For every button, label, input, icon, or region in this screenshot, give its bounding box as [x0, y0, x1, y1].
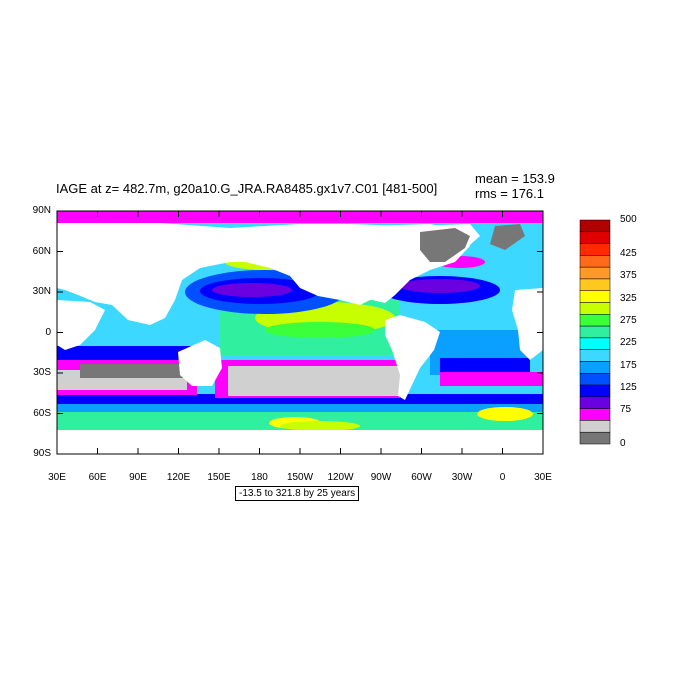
colorbar-swatch — [579, 373, 611, 386]
eq-pacific-bright-green — [265, 322, 375, 338]
colorbar-label: 425 — [620, 248, 637, 259]
lon-label: 60E — [88, 472, 107, 483]
colorbar-swatch — [579, 408, 611, 421]
lat-label: 60N — [32, 245, 51, 257]
lon-label: 90E — [129, 472, 147, 483]
colorbar-swatch — [579, 396, 611, 409]
colorbar-swatch — [579, 420, 611, 433]
lon-label: 60W — [411, 472, 432, 483]
colorbar-swatch — [579, 278, 611, 291]
green-patch — [280, 421, 360, 431]
australia — [178, 340, 222, 386]
colorbar-label: 325 — [620, 293, 637, 304]
colorbar-swatch — [579, 266, 611, 280]
pacific-lightgray — [228, 366, 400, 396]
lon-label: 120E — [166, 472, 191, 483]
axis-ticks — [56, 210, 544, 455]
lat-label: 30N — [32, 286, 51, 297]
indian-darkgray — [80, 364, 190, 378]
colorbar-label: 275 — [620, 315, 637, 326]
south-america — [385, 315, 440, 400]
lon-label: 90W — [370, 472, 392, 483]
satl-blue — [440, 358, 530, 376]
rms-value: rms = 176.1 — [475, 186, 545, 201]
lon-label: 120W — [327, 472, 354, 483]
colorbar-swatch — [579, 337, 611, 350]
colorbar-label: 75 — [620, 404, 632, 415]
atlantic-yellow-patch — [477, 407, 533, 421]
lon-label: 150W — [286, 472, 314, 483]
colorbar-swatch — [579, 384, 611, 398]
lat-label: 90S — [33, 448, 51, 459]
arctic-ice — [490, 224, 525, 250]
greenland-ice — [420, 228, 470, 262]
lon-label: 0 — [499, 472, 506, 483]
africa-east — [512, 288, 543, 360]
indian-blue — [57, 346, 217, 360]
colorbar-swatch — [579, 361, 611, 374]
npac-purple — [212, 283, 292, 297]
contour-range-note: -13.5 to 321.8 by 25 years — [235, 486, 360, 501]
colorbar-swatch — [579, 314, 611, 327]
colorbar-label: 175 — [620, 360, 637, 371]
colorbar-swatch — [579, 325, 611, 339]
colorbar-label: 125 — [620, 382, 637, 393]
lat-label: 30S — [33, 367, 51, 378]
colorbar-swatch — [579, 431, 611, 445]
colorbar — [579, 219, 611, 445]
southern-sky — [57, 404, 543, 414]
colorbar-swatch — [579, 219, 611, 233]
lon-label: 30E — [48, 472, 66, 483]
lat-label: 60S — [33, 407, 51, 419]
colorbar-label: 0 — [620, 438, 626, 449]
lon-label: 180 — [251, 472, 268, 483]
plot-title: IAGE at z= 482.7m, g20a10.G_JRA.RA8485.g… — [56, 181, 438, 196]
colorbar-swatch — [579, 302, 611, 315]
colorbar-label: 500 — [620, 214, 637, 225]
lon-label: 150E — [207, 472, 231, 483]
africa — [57, 300, 105, 350]
colorbar-label: 225 — [620, 337, 637, 348]
colorbar-swatch — [579, 349, 611, 362]
colorbar-label: 375 — [620, 270, 637, 281]
eurasia-africa-west — [57, 223, 410, 325]
lon-label: 30W — [451, 472, 473, 483]
ocean-field — [57, 211, 543, 454]
colorbar-swatch — [579, 231, 611, 244]
lon-label: 30E — [534, 472, 552, 483]
colorbar-swatch — [579, 290, 611, 303]
mean-value: mean = 153.9 — [475, 171, 555, 186]
natl-purple — [400, 279, 480, 293]
lat-label: 0 — [45, 326, 51, 338]
lat-label: 90N — [32, 205, 51, 216]
colorbar-swatch — [579, 243, 611, 256]
satl-magenta — [440, 372, 543, 386]
colorbar-swatch — [579, 255, 611, 268]
